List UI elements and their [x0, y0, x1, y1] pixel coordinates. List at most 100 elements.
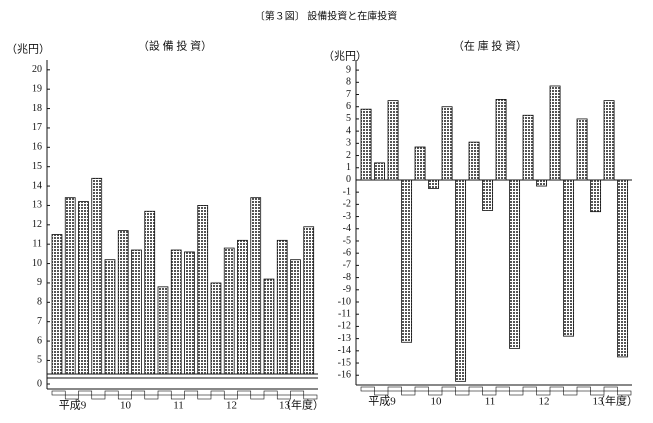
group-bracket — [131, 390, 146, 396]
group-bracket — [51, 390, 66, 396]
bar — [170, 249, 182, 375]
group-bracket — [210, 390, 225, 396]
bar — [617, 179, 629, 358]
y-tick-label: -3 — [343, 211, 351, 222]
y-tick-label: -10 — [338, 296, 351, 307]
chart-title: （在 庫 投 資） — [453, 39, 527, 53]
x-group-label: 11 — [173, 400, 184, 412]
bar — [210, 282, 222, 375]
x-axis-unit: （年度） — [280, 398, 324, 412]
bar — [117, 230, 129, 375]
bar — [522, 114, 534, 181]
page-title: 〔第３図〕 設備投資と在庫投資 — [255, 9, 398, 22]
bar — [51, 234, 63, 375]
group-bracket — [509, 390, 524, 396]
x-group-label: 13 — [593, 396, 605, 408]
y-tick-label: -14 — [338, 345, 351, 356]
y-tick-label: 19 — [32, 83, 42, 94]
bar — [223, 247, 235, 375]
bar — [387, 100, 399, 181]
y-tick-label: 17 — [32, 122, 42, 133]
group-bracket — [482, 390, 497, 396]
y-tick-label: 0 — [346, 174, 351, 185]
y-tick-label: 6 — [346, 101, 351, 112]
bar — [549, 85, 561, 181]
y-tick-label: 9 — [346, 64, 351, 75]
y-tick-label: -2 — [343, 199, 351, 210]
group-bracket — [495, 386, 510, 392]
group-bracket — [401, 390, 416, 396]
group-bracket — [157, 390, 172, 396]
group-bracket — [78, 390, 93, 396]
group-bracket — [455, 390, 470, 396]
bar — [576, 118, 588, 181]
y-tick-label: -16 — [338, 370, 351, 381]
y-tick-label: -15 — [338, 357, 351, 368]
group-bracket — [441, 386, 456, 392]
bar — [131, 249, 142, 375]
x-group-label: 平成9 — [368, 395, 396, 408]
group-bracket — [563, 390, 578, 396]
bar — [590, 179, 602, 213]
group-bracket — [387, 386, 402, 392]
y-tick-label: 5 — [346, 113, 351, 124]
y-tick-label: -7 — [343, 260, 351, 271]
bar — [250, 197, 262, 375]
group-bracket — [522, 386, 537, 392]
y-tick-label: -8 — [343, 272, 351, 283]
x-group-label: 12 — [539, 396, 550, 408]
y-tick-label: 0 — [37, 378, 42, 389]
bar — [536, 179, 548, 187]
bar — [428, 179, 440, 189]
group-bracket — [590, 390, 605, 396]
y-tick-label: -11 — [338, 309, 351, 320]
group-bracket — [536, 390, 551, 396]
group-bracket — [603, 386, 618, 392]
bar — [468, 141, 480, 181]
bar — [104, 259, 116, 375]
group-bracket — [468, 386, 483, 392]
group-bracket — [576, 386, 591, 392]
chart-title: （設 備 投 資） — [138, 39, 212, 53]
y-tick-label: 2 — [346, 150, 351, 161]
y-tick-label: 12 — [32, 219, 42, 230]
y-tick-label: 7 — [346, 89, 351, 100]
bar — [64, 197, 76, 375]
x-group-label: 10 — [431, 396, 443, 408]
x-group-label: 12 — [226, 400, 237, 412]
x-axis-unit: （年度） — [594, 394, 638, 408]
y-tick-label: 14 — [32, 180, 42, 191]
bar — [401, 179, 413, 343]
y-axis-unit: （兆円） — [6, 43, 50, 56]
bar — [414, 146, 426, 181]
group-bracket — [184, 390, 199, 396]
group-bracket — [290, 390, 305, 396]
bar — [441, 106, 453, 181]
y-tick-label: 13 — [32, 200, 42, 211]
bar — [495, 98, 507, 181]
y-tick-label: 15 — [32, 161, 42, 172]
group-bracket — [197, 394, 212, 400]
y-tick-label: 6 — [37, 335, 42, 346]
group-bracket — [237, 390, 252, 396]
y-tick-label: -5 — [343, 235, 351, 246]
y-tick-label: 7 — [37, 316, 42, 327]
bar — [563, 179, 575, 337]
group-bracket — [374, 390, 389, 396]
group-bracket — [91, 394, 106, 400]
bar — [78, 201, 89, 375]
bar — [237, 239, 248, 375]
bar — [455, 179, 467, 382]
bar — [276, 239, 288, 375]
bar — [197, 205, 209, 375]
group-bracket — [144, 394, 159, 400]
group-bracket — [104, 390, 119, 396]
group-bracket — [360, 386, 375, 392]
group-bracket — [549, 386, 564, 392]
bar — [374, 162, 386, 181]
y-tick-label: -13 — [338, 333, 351, 344]
x-group-label: 平成9 — [59, 399, 87, 412]
bar — [157, 286, 169, 375]
group-bracket — [428, 390, 443, 396]
group-bracket — [170, 394, 185, 400]
